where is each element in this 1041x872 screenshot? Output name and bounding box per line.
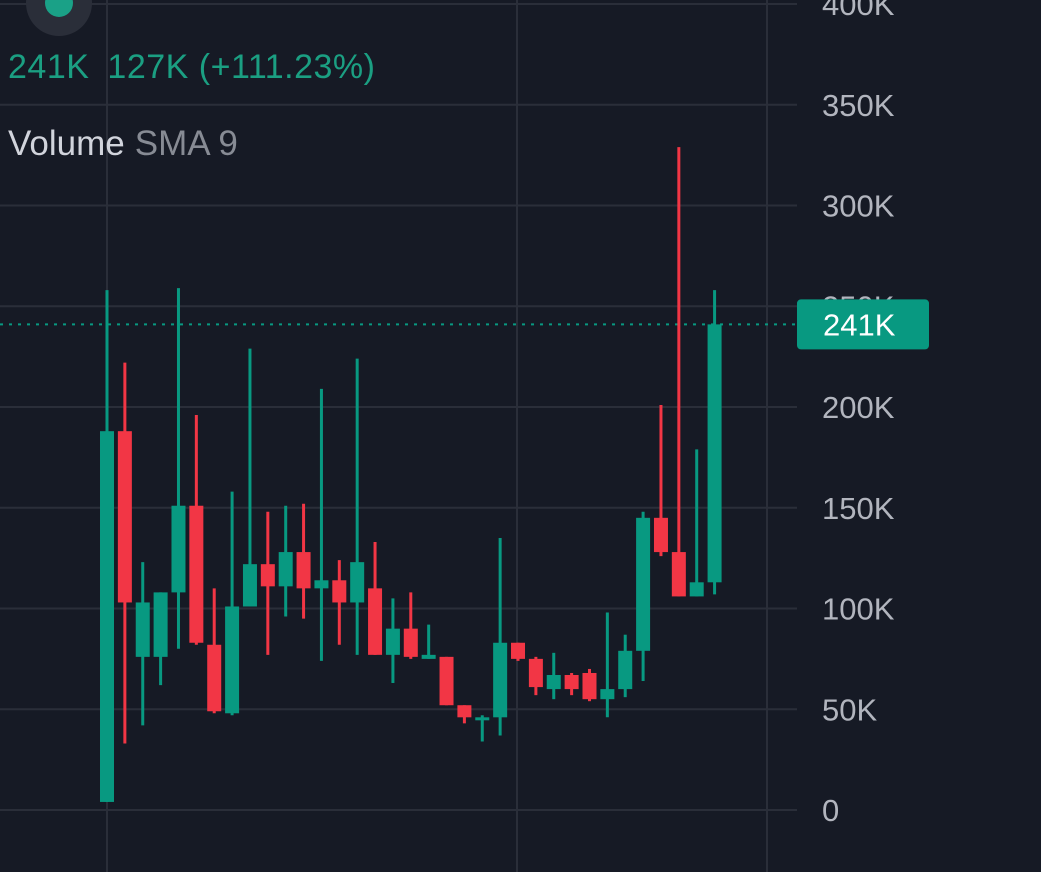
y-tick-label: 200K bbox=[822, 390, 895, 425]
candle[interactable] bbox=[100, 290, 114, 802]
candle[interactable] bbox=[189, 415, 204, 645]
indicator-legend[interactable]: Volume SMA 9 bbox=[8, 124, 238, 164]
candle[interactable] bbox=[546, 652, 561, 700]
y-tick-label: 150K bbox=[822, 491, 895, 526]
candle[interactable] bbox=[600, 612, 615, 718]
candle[interactable] bbox=[171, 288, 186, 649]
last-value-badge: 241K bbox=[797, 299, 929, 350]
candle-body bbox=[511, 642, 526, 659]
candle-body bbox=[189, 505, 204, 643]
candle-body bbox=[350, 562, 365, 603]
candle-body bbox=[582, 672, 597, 700]
candle-body bbox=[296, 552, 311, 589]
candle[interactable] bbox=[653, 404, 668, 557]
indicator-params[interactable]: SMA 9 bbox=[134, 124, 238, 163]
candle[interactable] bbox=[689, 449, 704, 597]
candle[interactable] bbox=[135, 562, 150, 726]
candle-body bbox=[260, 564, 275, 587]
candle[interactable] bbox=[421, 624, 436, 659]
candle-body bbox=[618, 650, 633, 690]
candle[interactable] bbox=[564, 672, 579, 696]
volume-value: 241K bbox=[8, 48, 90, 86]
candle-body bbox=[385, 628, 400, 655]
candle[interactable] bbox=[242, 348, 257, 607]
candle[interactable] bbox=[117, 362, 132, 744]
candle[interactable] bbox=[314, 388, 329, 661]
candle-body bbox=[421, 654, 436, 659]
candle-body bbox=[135, 602, 150, 657]
y-tick-label: 300K bbox=[822, 189, 895, 224]
candle[interactable] bbox=[439, 656, 454, 706]
candle-body bbox=[457, 705, 472, 718]
candle[interactable] bbox=[296, 503, 311, 619]
legend-marker-icon[interactable] bbox=[26, 0, 92, 36]
candle[interactable] bbox=[457, 705, 472, 724]
indicator-name[interactable]: Volume bbox=[8, 124, 125, 163]
candle[interactable] bbox=[207, 588, 222, 714]
candle-body bbox=[314, 580, 329, 589]
candle-body bbox=[332, 580, 347, 603]
candle-body bbox=[439, 656, 454, 706]
candle[interactable] bbox=[511, 642, 526, 661]
candle-body bbox=[475, 717, 490, 721]
candle[interactable] bbox=[671, 147, 686, 597]
candle[interactable] bbox=[225, 491, 240, 716]
candle-body bbox=[653, 517, 668, 553]
candle[interactable] bbox=[403, 592, 418, 659]
candle-body bbox=[689, 582, 704, 597]
indicator-values-row: 241K 127K (+111.23%) bbox=[8, 48, 375, 87]
candle[interactable] bbox=[385, 598, 400, 684]
y-tick-label: 400K bbox=[822, 0, 895, 22]
candle[interactable] bbox=[636, 511, 651, 682]
candle-body bbox=[403, 628, 418, 657]
y-tick-label: 100K bbox=[822, 592, 895, 627]
candles-layer bbox=[100, 147, 722, 802]
candle[interactable] bbox=[582, 668, 597, 702]
candle-body bbox=[546, 674, 561, 690]
candle-body bbox=[564, 674, 579, 690]
candle-body bbox=[493, 642, 508, 718]
candle[interactable] bbox=[153, 592, 168, 686]
candle[interactable] bbox=[332, 560, 347, 645]
candle[interactable] bbox=[368, 542, 383, 655]
candle[interactable] bbox=[278, 505, 293, 617]
candle-body bbox=[278, 552, 293, 587]
candle-body bbox=[636, 517, 651, 651]
candle[interactable] bbox=[707, 290, 722, 595]
last-value-badge-background bbox=[797, 299, 929, 350]
legend-dot-icon bbox=[45, 0, 73, 17]
candle[interactable] bbox=[475, 715, 490, 742]
candle-body bbox=[707, 324, 722, 583]
candle-body bbox=[117, 431, 132, 603]
candle[interactable] bbox=[350, 358, 365, 655]
change-percent: (+111.23%) bbox=[198, 48, 376, 86]
sma-value: 127K bbox=[107, 48, 189, 86]
candle-body bbox=[171, 505, 186, 593]
horizontal-gridlines bbox=[0, 3, 797, 811]
candle[interactable] bbox=[528, 656, 543, 696]
candle-body bbox=[368, 588, 383, 655]
candle-body bbox=[100, 431, 114, 802]
last-value-badge-label: 241K bbox=[823, 307, 896, 342]
candle-body bbox=[600, 689, 615, 700]
candle[interactable] bbox=[260, 511, 275, 655]
candle-body bbox=[242, 564, 257, 607]
candle[interactable] bbox=[493, 537, 508, 736]
candle-body bbox=[528, 658, 543, 688]
y-tick-label: 350K bbox=[822, 88, 895, 123]
candle-body bbox=[671, 552, 686, 597]
candle-body bbox=[207, 644, 222, 712]
y-tick-label: 50K bbox=[822, 692, 877, 727]
candle-body bbox=[225, 606, 240, 714]
candle[interactable] bbox=[618, 634, 633, 698]
y-axis[interactable]: 050K100K150K200K250K300K350K400K bbox=[822, 0, 895, 828]
y-tick-label: 0 bbox=[822, 793, 839, 828]
candle-body bbox=[153, 592, 168, 657]
